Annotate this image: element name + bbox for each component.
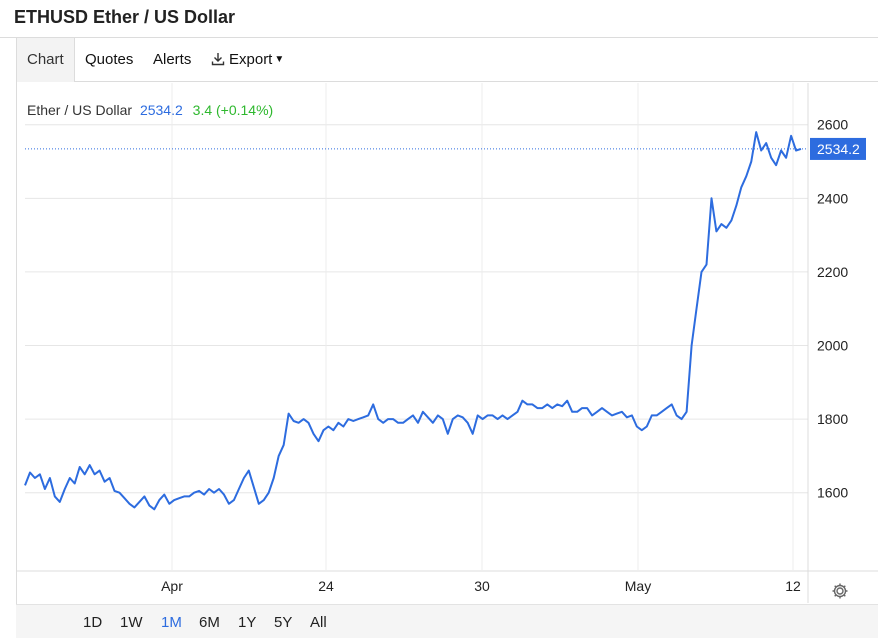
tab-quotes[interactable]: Quotes	[85, 51, 134, 68]
tab-export[interactable]: Export ▼	[211, 38, 284, 82]
x-tick-label: Apr	[161, 578, 183, 594]
last-price-tag	[810, 137, 866, 160]
range-all-button[interactable]: All	[310, 614, 327, 631]
y-tick-label: 2200	[817, 264, 848, 280]
tab-alerts[interactable]: Alerts	[153, 51, 192, 68]
chart-panel: Chart Quotes Alerts Export ▼ Ether / US D…	[16, 38, 878, 638]
price-series-line	[24, 131, 802, 511]
y-tick-label: 1600	[817, 485, 848, 501]
quote-name: Ether / US Dollar	[27, 102, 133, 118]
range-1y-button[interactable]: 1Y	[238, 614, 257, 631]
range-1d-button[interactable]: 1D	[83, 614, 103, 631]
tab-chart[interactable]: Chart	[17, 38, 75, 82]
y-tick-label: 2600	[817, 117, 848, 133]
y-tick-label: 2400	[817, 190, 848, 206]
download-icon	[211, 53, 225, 66]
range-5y-button[interactable]: 5Y	[274, 614, 293, 631]
y-tick-label: 2000	[817, 338, 848, 354]
tab-export-label: Export	[229, 51, 273, 68]
gear-icon[interactable]	[830, 581, 850, 601]
range-selector: 1D 1W 1M 6M 1Y 5Y All	[16, 604, 878, 638]
quote-change: 3.4 (+0.14%)	[192, 102, 274, 118]
x-tick-label: 12	[785, 578, 801, 594]
caret-down-icon: ▼	[274, 54, 285, 65]
x-tick-label: 24	[318, 578, 334, 594]
x-tick-label: 30	[474, 578, 490, 594]
range-1w-button[interactable]: 1W	[120, 614, 143, 631]
page-title: ETHUSD Ether / US Dollar	[14, 7, 236, 27]
quote-line: Ether / US Dollar 2534.2 3.4 (+0.14%)	[27, 102, 273, 118]
range-1m-button[interactable]: 1M	[161, 614, 182, 631]
x-tick-label: May	[625, 578, 651, 594]
last-price-tag-label: 2534.2	[817, 141, 860, 157]
tab-bar: Chart Quotes Alerts Export ▼	[17, 38, 878, 82]
title-bar: ETHUSD Ether / US Dollar	[0, 0, 878, 38]
range-6m-button[interactable]: 6M	[199, 614, 220, 631]
y-tick-label: 1800	[817, 411, 848, 427]
